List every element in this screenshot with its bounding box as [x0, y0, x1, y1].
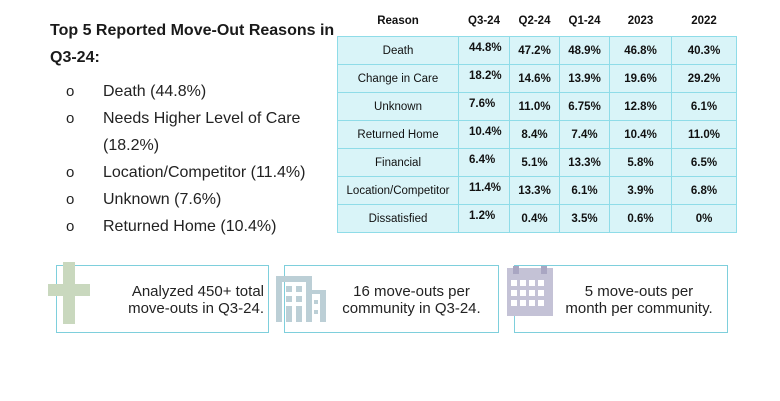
move-out-reasons-table: Reason Q3-24 Q2-24 Q1-24 2023 2022 Death… — [337, 6, 737, 233]
table-cell: 11.0% — [509, 92, 560, 121]
bullet-icon: o — [66, 83, 75, 100]
table-cell: 6.75% — [559, 92, 610, 121]
table-cell: 14.6% — [509, 64, 560, 93]
table-cell: 3.9% — [609, 176, 672, 205]
list-item: o Location/Competitor (11.4%) — [50, 159, 335, 186]
table-cell-reason: Unknown — [337, 92, 459, 121]
table-row: Financial 6.4% 5.1% 13.3% 5.8% 6.5% — [337, 148, 737, 177]
table-cell: 1.2% — [458, 204, 510, 233]
building-icon — [276, 276, 326, 322]
stat-card-total-move-outs: Analyzed 450+ total move-outs in Q3-24. — [56, 265, 269, 333]
list-item-text: Returned Home (10.4%) — [103, 218, 277, 235]
table-cell: 6.8% — [671, 176, 737, 205]
table-cell: 11.0% — [671, 120, 737, 149]
stat-line: 5 move-outs per — [584, 283, 694, 300]
table-cell: 13.9% — [559, 64, 610, 93]
table-cell: 40.3% — [671, 36, 737, 65]
table-cell: 0.4% — [509, 204, 560, 233]
stat-text: 5 move-outs per month per community. — [555, 283, 723, 317]
table-cell: 13.3% — [559, 148, 610, 177]
list-item-text: Unknown (7.6%) — [103, 191, 222, 208]
stat-text: Analyzed 450+ total move-outs in Q3-24. — [117, 283, 264, 317]
reason-list: o Death (44.8%) o Needs Higher Level of Ca… — [50, 78, 335, 240]
table-cell: 44.8% — [458, 36, 510, 65]
bullet-icon: o — [66, 164, 75, 181]
stat-line: Analyzed 450+ total — [131, 283, 264, 300]
table-row: Change in Care 18.2% 14.6% 13.9% 19.6% 2… — [337, 64, 737, 93]
table-cell: 11.4% — [458, 176, 510, 205]
table-cell: 10.4% — [458, 120, 510, 149]
table-cell: 6.5% — [671, 148, 737, 177]
table-row: Death 44.8% 47.2% 48.9% 46.8% 40.3% — [337, 36, 737, 65]
table-cell: 47.2% — [509, 36, 560, 65]
table-cell: 5.1% — [509, 148, 560, 177]
table-cell: 18.2% — [458, 64, 510, 93]
list-item-text: Needs Higher Level of Care (18.2%) — [103, 110, 301, 154]
column-header-2022: 2022 — [691, 15, 717, 27]
table-cell-reason: Dissatisfied — [337, 204, 459, 233]
table-cell: 7.6% — [458, 92, 510, 121]
table-cell-reason: Death — [337, 36, 459, 65]
table-cell: 10.4% — [609, 120, 672, 149]
bullet-icon: o — [66, 191, 75, 208]
list-item-text: Death (44.8%) — [103, 83, 207, 100]
stat-card-per-community: 16 move-outs per community in Q3-24. — [284, 265, 499, 333]
table-cell: 7.4% — [559, 120, 610, 149]
bullet-icon: o — [66, 218, 75, 235]
table-cell: 19.6% — [609, 64, 672, 93]
stat-line: month per community. — [565, 300, 713, 317]
table-cell: 6.1% — [559, 176, 610, 205]
column-header-2023: 2023 — [627, 15, 654, 27]
table-row: Location/Competitor 11.4% 13.3% 6.1% 3.9… — [337, 176, 737, 205]
cross-horizontal-bar — [48, 284, 90, 296]
table-cell-reason: Location/Competitor — [337, 176, 459, 205]
table-cell-reason: Returned Home — [337, 120, 459, 149]
table-cell: 6.4% — [458, 148, 510, 177]
table-row: Unknown 7.6% 11.0% 6.75% 12.8% 6.1% — [337, 92, 737, 121]
column-header-q3-24: Q3-24 — [468, 15, 500, 27]
table-cell: 12.8% — [609, 92, 672, 121]
column-header-q2-24: Q2-24 — [518, 15, 551, 27]
table-cell: 0.6% — [609, 204, 672, 233]
table-cell: 8.4% — [509, 120, 560, 149]
list-item: o Unknown (7.6%) — [50, 186, 335, 213]
list-item-text: Location/Competitor (11.4%) — [103, 164, 306, 181]
table-cell: 0% — [671, 204, 737, 233]
calendar-icon — [507, 266, 553, 316]
stat-line: 16 move-outs per — [353, 283, 470, 300]
table-cell: 13.3% — [509, 176, 560, 205]
table-cell: 46.8% — [609, 36, 672, 65]
table-cell: 3.5% — [559, 204, 610, 233]
table-row: Dissatisfied 1.2% 0.4% 3.5% 0.6% 0% — [337, 204, 737, 233]
list-item: o Returned Home (10.4%) — [50, 213, 335, 240]
table-row: Returned Home 10.4% 8.4% 7.4% 10.4% 11.0… — [337, 120, 737, 149]
column-header-q1-24: Q1-24 — [568, 15, 601, 27]
bullet-icon: o — [66, 110, 75, 127]
stat-text: 16 move-outs per community in Q3-24. — [329, 283, 494, 317]
medical-cross-icon — [48, 262, 90, 324]
move-out-summary: Top 5 Reported Move-Out Reasons in Q3-24… — [50, 17, 335, 240]
list-item: o Needs Higher Level of Care (18.2%) — [50, 105, 335, 159]
column-header-reason: Reason — [377, 15, 419, 27]
stat-line: move-outs in Q3-24. — [128, 300, 264, 317]
table-header-row: Reason Q3-24 Q2-24 Q1-24 2023 2022 — [338, 6, 737, 37]
table-cell: 5.8% — [609, 148, 672, 177]
summary-title: Top 5 Reported Move-Out Reasons in Q3-24… — [50, 22, 335, 66]
stat-line: community in Q3-24. — [342, 300, 481, 317]
table-cell-reason: Financial — [337, 148, 459, 177]
table-cell: 48.9% — [559, 36, 610, 65]
list-item: o Death (44.8%) — [50, 78, 335, 105]
table-cell-reason: Change in Care — [337, 64, 459, 93]
table-cell: 6.1% — [671, 92, 737, 121]
table-cell: 29.2% — [671, 64, 737, 93]
